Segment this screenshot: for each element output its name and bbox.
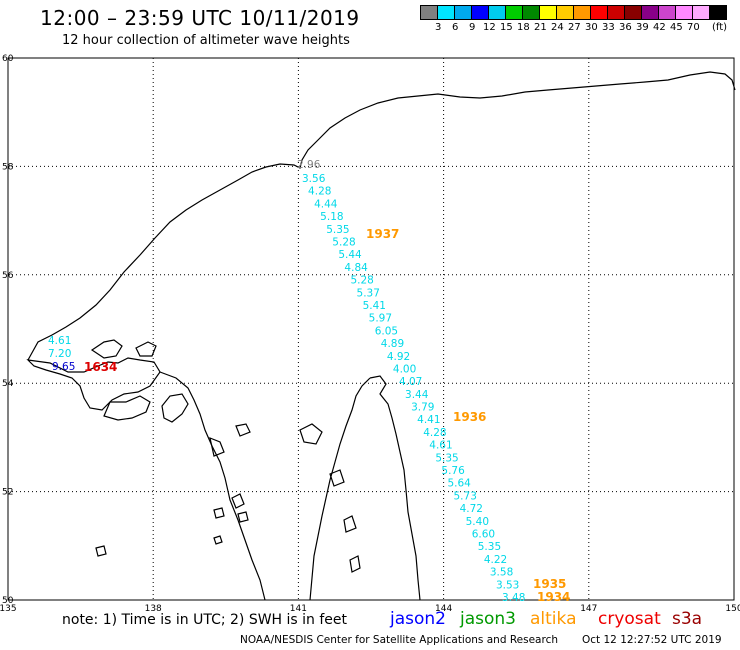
track-value-label: 4.07 — [399, 376, 422, 388]
color-scale-unit: (ft) — [712, 22, 728, 33]
lon-tick-label: 135 — [0, 604, 17, 614]
legend-label: 15 — [500, 22, 513, 33]
track-value-label: 6.60 — [472, 529, 495, 541]
track-value-label: 5.40 — [466, 516, 489, 528]
coastline — [26, 71, 736, 601]
pass-time-label: 1936 — [453, 410, 486, 424]
legend-label: 12 — [483, 22, 496, 33]
track-value-label: 5.35 — [478, 541, 501, 553]
track-value-label: 6.05 — [375, 325, 398, 337]
legend-label: 36 — [619, 22, 632, 33]
track-value-label: 3.48 — [502, 592, 525, 604]
graticule — [7, 57, 735, 601]
track-value-label: 5.64 — [447, 478, 471, 490]
axis-tick-labels: 135 138 141 144 147 150 50 52 54 56 58 60 — [0, 54, 740, 614]
pass-time-label: 1937 — [366, 227, 399, 241]
legend-label: 33 — [602, 22, 615, 33]
pass-time-label: 1934 — [537, 590, 570, 604]
legend-swatch — [709, 5, 727, 20]
legend-label: 45 — [670, 22, 683, 33]
lat-tick-label: 52 — [2, 488, 13, 498]
color-scale-legend — [420, 5, 727, 20]
lon-tick-label: 147 — [580, 604, 597, 614]
generated-timestamp: Oct 12 12:27:52 UTC 2019 — [582, 634, 722, 646]
map-subtitle: 12 hour collection of altimeter wave hei… — [62, 33, 350, 48]
track-value-label: 3.56 — [302, 173, 326, 185]
track-value-label: 7.20 — [48, 348, 71, 360]
track-value-label: 2.96 — [297, 159, 321, 171]
track-value-label: 4.28 — [308, 186, 331, 198]
legend-label: 39 — [636, 22, 649, 33]
color-scale-labels: 3 6 9 12 15 18 21 24 27 30 33 36 39 42 45 70 — [421, 22, 740, 36]
track-value-label: 5.37 — [357, 287, 380, 299]
legend-label: 30 — [585, 22, 598, 33]
track-value-label: 4.61 — [429, 440, 452, 452]
track-value-label: 5.41 — [363, 300, 386, 312]
track-value-label: 5.76 — [441, 465, 465, 477]
track-value-label: 4.44 — [314, 198, 338, 210]
track-value-label: 5.44 — [338, 249, 362, 261]
altimeter-track-main: 2.963.564.284.445.185.355.285.444.845.28… — [297, 159, 525, 604]
credit-line: NOAA/NESDIS Center for Satellite Applica… — [240, 634, 558, 646]
track-value-label: 4.61 — [48, 335, 71, 347]
track-value-label: 9.65 — [52, 361, 75, 373]
legend-label: 42 — [653, 22, 666, 33]
map-title: 12:00 – 23:59 UTC 10/11/2019 — [40, 6, 360, 30]
track-value-label: 3.53 — [496, 579, 519, 591]
track-value-label: 4.28 — [423, 427, 446, 439]
track-value-label: 4.89 — [381, 338, 404, 350]
satellite-jason2: jason2 — [390, 609, 446, 629]
legend-label: 3 — [435, 22, 442, 33]
lat-tick-label: 58 — [2, 162, 14, 172]
lat-tick-label: 54 — [2, 379, 14, 389]
legend-label: 18 — [517, 22, 530, 33]
track-value-label: 5.73 — [454, 490, 477, 502]
pass-time-label: 1935 — [533, 577, 566, 591]
track-value-label: 5.28 — [350, 275, 373, 287]
track-value-label: 5.28 — [332, 236, 355, 248]
legend-label: 70 — [687, 22, 700, 33]
track-value-label: 5.97 — [369, 313, 392, 325]
lon-tick-label: 138 — [145, 604, 162, 614]
lon-tick-label: 141 — [290, 604, 307, 614]
map-frame — [7, 57, 735, 601]
track-value-label: 4.84 — [344, 262, 368, 274]
pass-time-label: 1634 — [84, 360, 117, 374]
track-value-label: 5.35 — [435, 452, 458, 464]
altimeter-track-west: 4.617.209.65 — [48, 335, 75, 373]
track-value-label: 4.72 — [460, 503, 483, 515]
track-value-label: 4.00 — [393, 363, 416, 375]
satellite-altika: altika — [530, 609, 577, 629]
legend-label: 27 — [568, 22, 581, 33]
satellite-cryosat: cryosat — [598, 609, 661, 629]
legend-label: 24 — [551, 22, 564, 33]
lat-tick-label: 60 — [2, 54, 14, 64]
legend-label: 21 — [534, 22, 547, 33]
lat-tick-label: 50 — [2, 596, 14, 606]
legend-label: 9 — [469, 22, 476, 33]
track-value-label: 3.58 — [490, 567, 513, 579]
track-value-label: 3.79 — [411, 402, 434, 414]
lat-tick-label: 56 — [2, 271, 14, 281]
track-value-label: 3.44 — [405, 389, 429, 401]
track-value-label: 5.18 — [320, 211, 343, 223]
lon-tick-label: 150 — [725, 604, 740, 614]
track-value-label: 5.35 — [326, 224, 349, 236]
track-value-label: 4.22 — [484, 554, 507, 566]
lon-tick-label: 144 — [435, 604, 452, 614]
satellite-s3a: s3a — [672, 609, 703, 629]
track-value-label: 4.92 — [387, 351, 410, 363]
legend-label: 6 — [452, 22, 459, 33]
track-value-label: 4.41 — [417, 414, 440, 426]
satellite-jason3: jason3 — [460, 609, 516, 629]
footer-note: note: 1) Time is in UTC; 2) SWH is in fe… — [62, 612, 348, 628]
